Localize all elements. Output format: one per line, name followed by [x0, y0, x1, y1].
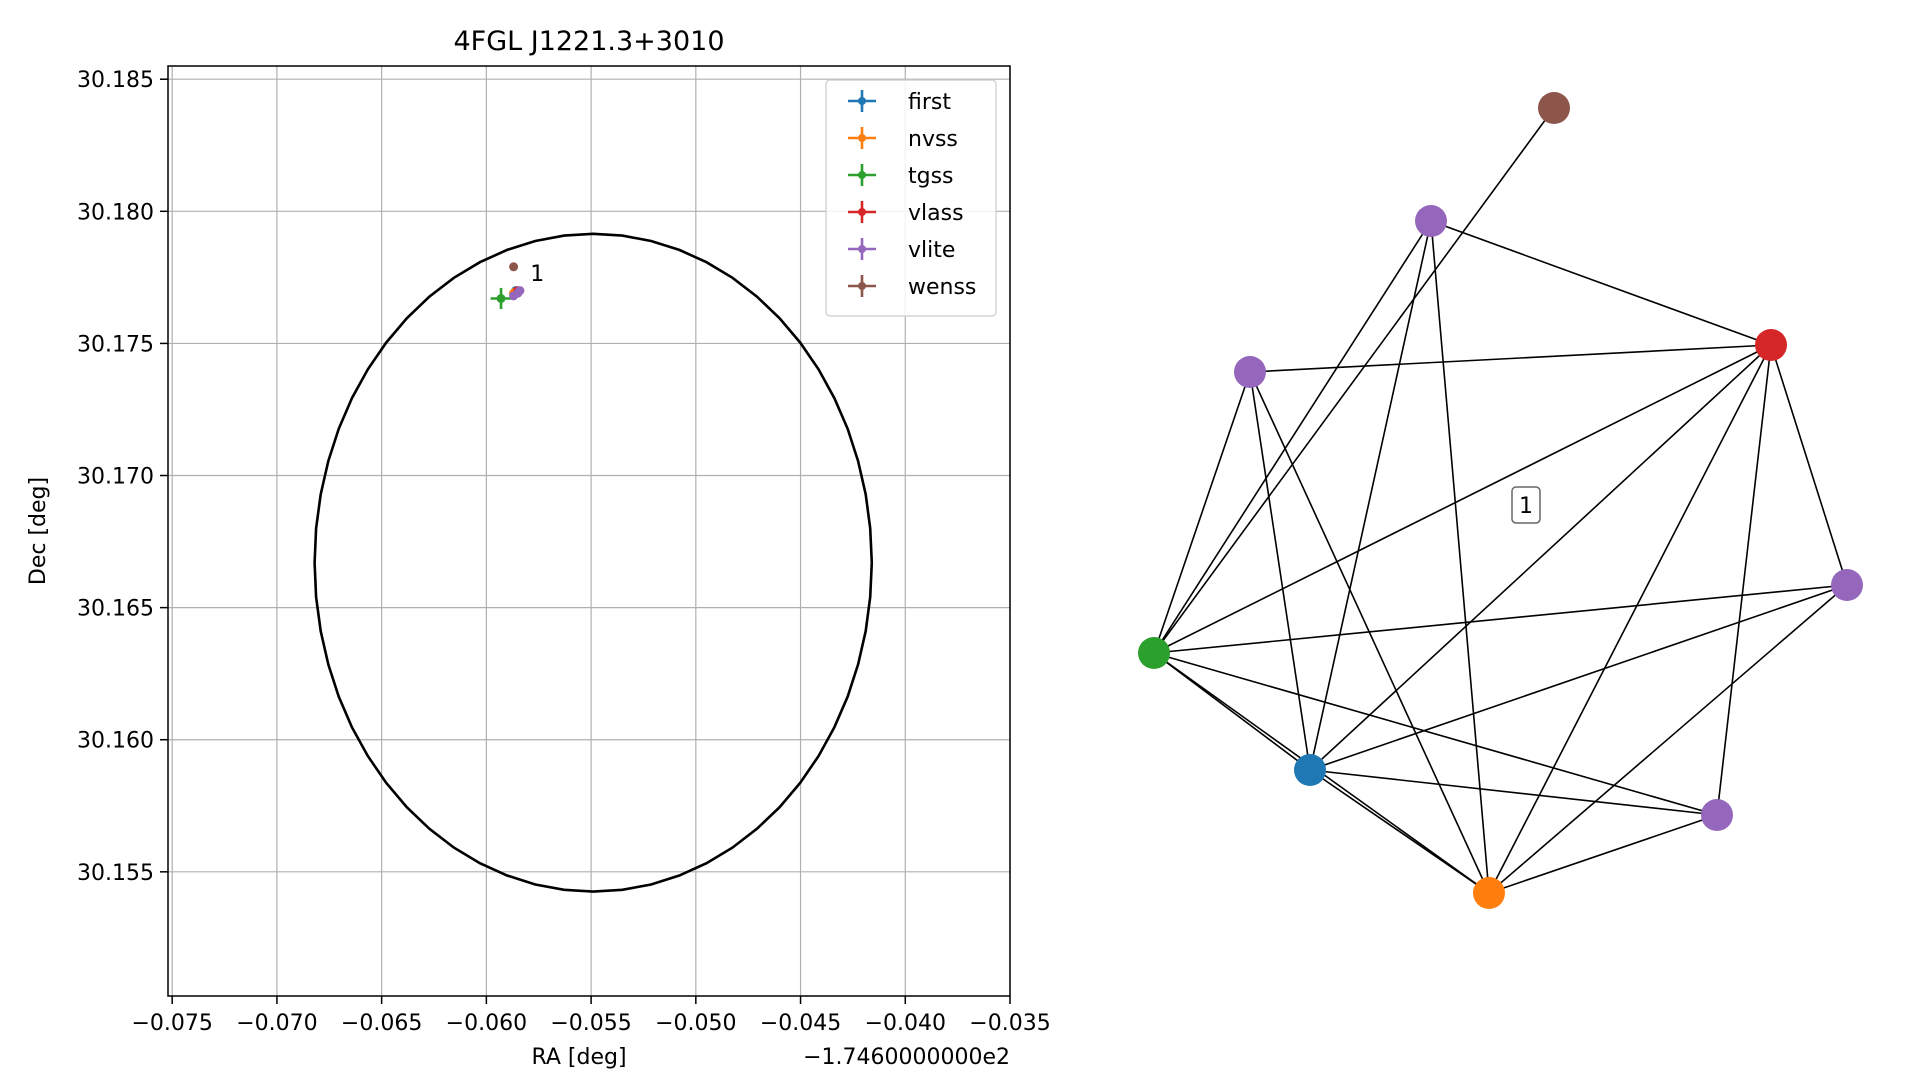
network-node-vlite_d	[1701, 799, 1733, 831]
point-annotation: 1	[530, 262, 544, 287]
legend-marker-dot	[858, 171, 866, 179]
y-tick-label: 30.185	[77, 68, 154, 93]
scatter-panel: −0.075 −0.070 −0.065 −0.060 −0.055 −0.050 −0.0…	[26, 26, 1051, 1070]
network-node-tgss	[1138, 637, 1170, 669]
point-vlite	[513, 288, 523, 298]
y-tick-label: 30.170	[77, 465, 154, 490]
x-tick-label: −0.070	[236, 1011, 317, 1036]
legend-marker-dot	[858, 282, 866, 290]
legend: first nvss tgss vlass vlite wenss	[825, 79, 997, 317]
network-edge	[1309, 344, 1772, 771]
y-tick-label: 30.160	[77, 729, 154, 754]
network-edge	[1153, 107, 1555, 654]
network-edge	[1309, 769, 1490, 894]
legend-label: wenss	[908, 275, 976, 300]
legend-entry-vlite: vlite	[848, 238, 955, 263]
legend-entry-wenss: wenss	[848, 275, 976, 300]
legend-marker-dot	[858, 208, 866, 216]
network-node-vlite_b	[1234, 356, 1266, 388]
network-edge	[1153, 220, 1432, 654]
x-tick-label: −0.040	[865, 1011, 946, 1036]
network-edge	[1153, 371, 1251, 654]
network-edge	[1488, 344, 1772, 894]
network-panel: 1	[1138, 92, 1863, 909]
legend-marker-dot	[858, 134, 866, 142]
legend-label: first	[908, 90, 951, 115]
component-label: 1	[1511, 486, 1541, 524]
x-tick-label: −0.065	[341, 1011, 422, 1036]
legend-label: vlass	[908, 201, 964, 226]
point-marker	[513, 288, 523, 298]
component-label-box	[1511, 486, 1541, 524]
network-node-first	[1294, 754, 1326, 786]
y-tick-label: 30.155	[77, 861, 154, 886]
network-edge	[1309, 584, 1848, 771]
point-marker	[496, 294, 506, 303]
network-edge	[1488, 814, 1718, 894]
network-edge	[1153, 584, 1848, 654]
legend-marker-dot	[858, 245, 866, 253]
network-edge	[1249, 371, 1311, 771]
annotations: 1	[530, 262, 544, 287]
network-edge	[1716, 344, 1772, 816]
legend-entry-tgss: tgss	[848, 164, 954, 189]
network-node-vlite_c	[1831, 569, 1863, 601]
network-edge	[1770, 344, 1848, 586]
legend-marker-dot	[858, 97, 866, 105]
grid	[168, 66, 1011, 996]
y-tick-label: 30.175	[77, 332, 154, 357]
x-tick-label: −0.060	[446, 1011, 527, 1036]
y-tick-label: 30.165	[77, 597, 154, 622]
network-node-wenss	[1538, 92, 1570, 124]
legend-entry-first: first	[848, 90, 951, 115]
network-edge	[1249, 344, 1772, 373]
network-nodes	[1138, 92, 1863, 909]
component-label-text: 1	[1519, 494, 1533, 519]
chart-title: 4FGL J1221.3+3010	[453, 26, 724, 57]
network-node-vlite_a	[1415, 205, 1447, 237]
legend-entry-nvss: nvss	[848, 127, 958, 152]
axis-ticks: −0.075 −0.070 −0.065 −0.060 −0.055 −0.050 −0.0…	[77, 68, 1051, 1036]
x-tick-label: −0.045	[760, 1011, 841, 1036]
data-points	[490, 262, 525, 310]
legend-label: vlite	[908, 238, 955, 263]
point-wenss	[509, 262, 519, 272]
error-ellipse	[313, 232, 874, 893]
point-marker	[509, 262, 519, 272]
legend-entry-vlass: vlass	[848, 201, 964, 226]
network-node-vlass	[1755, 329, 1787, 361]
network-edge	[1430, 220, 1772, 346]
network-edge	[1430, 220, 1490, 894]
network-edge	[1309, 220, 1432, 771]
network-edge	[1488, 584, 1848, 894]
point-tgss	[490, 287, 512, 310]
x-tick-label: −0.075	[131, 1011, 212, 1036]
network-edge	[1153, 344, 1772, 654]
y-axis-label: Dec [deg]	[26, 477, 51, 585]
network-edge	[1153, 652, 1718, 816]
x-tick-label: −0.050	[655, 1011, 736, 1036]
network-edges	[1153, 107, 1848, 894]
legend-label: tgss	[908, 164, 954, 189]
x-offset-label: −1.7460000000e2	[803, 1045, 1010, 1070]
legend-label: nvss	[908, 127, 958, 152]
y-tick-label: 30.180	[77, 200, 154, 225]
network-edge	[1309, 769, 1718, 816]
ellipse-outline	[313, 232, 874, 893]
x-tick-label: −0.035	[969, 1011, 1050, 1036]
axes-frame	[167, 65, 1011, 997]
x-axis-label: RA [deg]	[531, 1045, 626, 1070]
network-node-nvss	[1473, 877, 1505, 909]
x-tick-label: −0.055	[550, 1011, 631, 1036]
